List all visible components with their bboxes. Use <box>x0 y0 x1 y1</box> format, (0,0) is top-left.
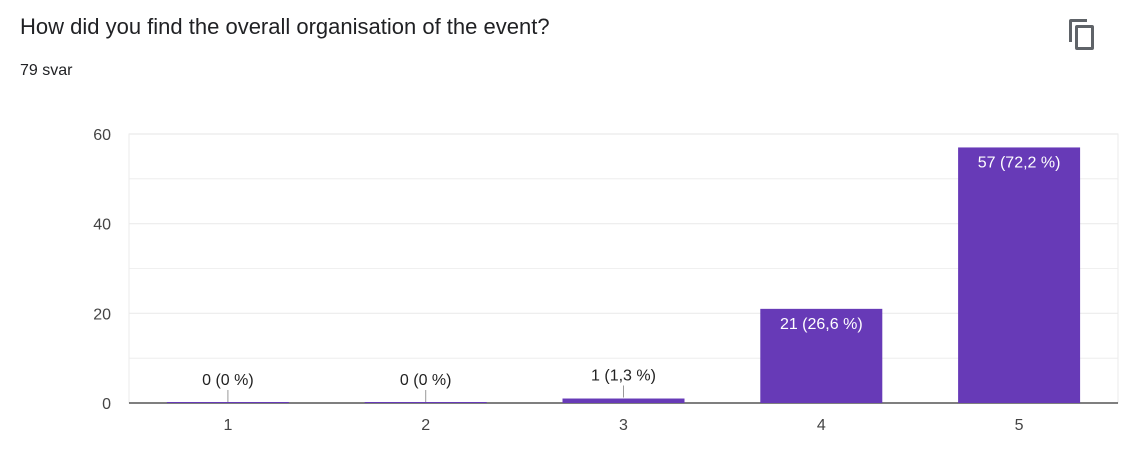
bar <box>958 147 1081 403</box>
y-tick-label: 0 <box>102 396 111 413</box>
data-label: 0 (0 %) <box>202 372 254 389</box>
x-tick-label: 4 <box>817 417 826 434</box>
x-tick-label: 5 <box>1015 417 1024 434</box>
x-tick-label: 1 <box>223 417 232 434</box>
bar <box>760 308 883 403</box>
question-title: How did you find the overall organisatio… <box>20 14 550 39</box>
x-tick-label: 3 <box>619 417 628 434</box>
data-label: 0 (0 %) <box>400 372 452 389</box>
data-label: 1 (1,3 %) <box>591 368 656 385</box>
x-tick-label: 2 <box>421 417 430 434</box>
y-tick-label: 20 <box>93 306 111 323</box>
copy-chart-button[interactable] <box>1062 14 1102 54</box>
response-count: 79 svar <box>20 62 73 79</box>
bar <box>562 398 685 403</box>
copy-icon <box>1069 19 1094 50</box>
data-label: 57 (72,2 %) <box>978 154 1061 171</box>
y-tick-label: 40 <box>93 217 111 234</box>
y-tick-label: 60 <box>93 127 111 144</box>
data-label: 21 (26,6 %) <box>780 316 863 333</box>
